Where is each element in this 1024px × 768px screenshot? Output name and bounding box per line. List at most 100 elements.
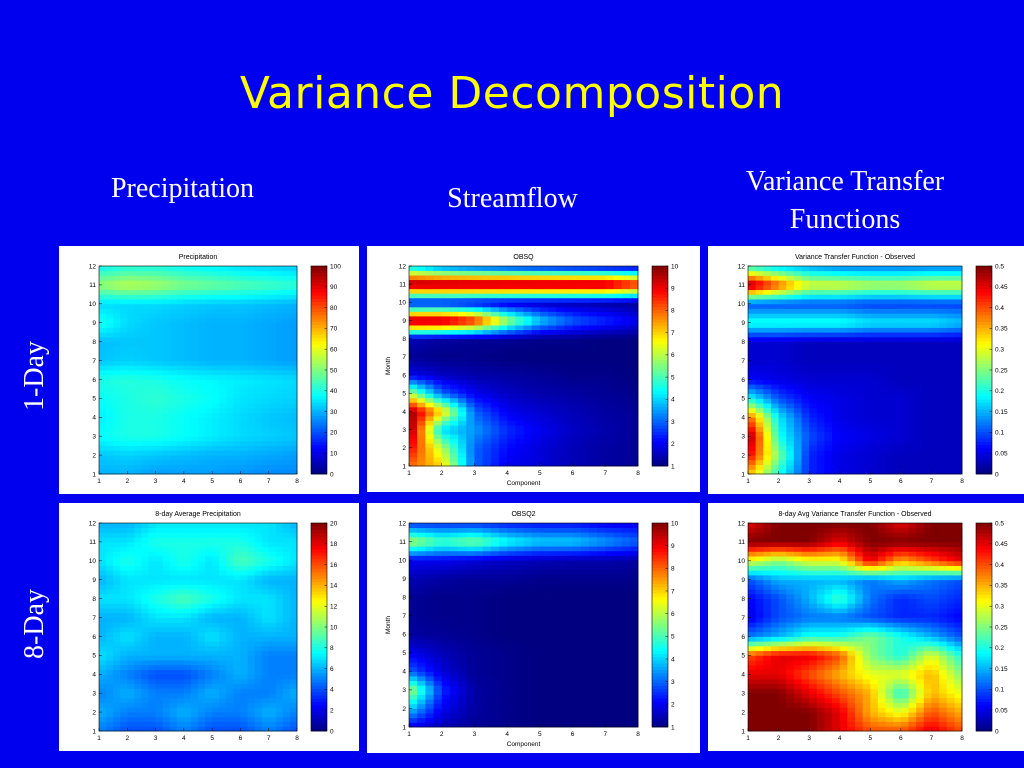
- colorbar-swatch: [652, 419, 668, 423]
- heatmap-cell: [433, 388, 443, 394]
- heatmap-cell: [588, 397, 598, 403]
- heatmap-cell: [282, 636, 291, 642]
- heatmap-cell: [106, 584, 114, 590]
- heatmap-cell: [148, 650, 156, 656]
- heatmap-cell: [900, 455, 909, 461]
- heatmap-cell: [839, 336, 848, 343]
- heatmap-cell: [198, 679, 206, 685]
- heatmap-cell: [99, 693, 107, 699]
- heatmap-cell: [409, 443, 418, 449]
- heatmap-cell: [748, 436, 757, 442]
- colorbar-swatch: [652, 456, 668, 461]
- heatmap-cell: [176, 650, 185, 656]
- heatmap-cell: [580, 270, 590, 276]
- heatmap-cell: [441, 406, 451, 412]
- heatmap-cell: [282, 669, 291, 675]
- heatmap-cell: [908, 270, 917, 276]
- heatmap-cell: [113, 641, 121, 647]
- heatmap-cell: [240, 422, 248, 428]
- heatmap-cell: [572, 416, 582, 421]
- heatmap-cell: [254, 702, 263, 708]
- heatmap-cell: [106, 721, 114, 727]
- heatmap-cell: [839, 393, 848, 399]
- colorbar-swatch: [311, 321, 327, 325]
- heatmap-cell: [515, 306, 524, 312]
- heatmap-cell: [588, 279, 598, 285]
- heatmap-cell: [212, 431, 220, 437]
- colorbar-frame: [651, 265, 669, 467]
- heatmap-cell: [141, 702, 149, 708]
- heatmap-cell: [466, 329, 475, 335]
- heatmap-cell: [580, 447, 590, 453]
- heatmap-cell: [605, 338, 614, 344]
- heatmap-cell: [106, 450, 114, 456]
- heatmap-cell: [127, 384, 135, 390]
- heatmap-cell: [113, 697, 121, 704]
- heatmap-cell: [490, 325, 500, 331]
- heatmap-cell: [613, 288, 623, 294]
- heatmap-cell: [855, 426, 864, 432]
- heatmap-cell: [548, 266, 557, 271]
- heatmap-cell: [839, 407, 848, 413]
- heatmap-cell: [770, 322, 779, 328]
- heatmap-cell: [482, 334, 492, 340]
- heatmap-cell: [597, 284, 606, 290]
- heatmap-cell: [113, 393, 121, 399]
- heatmap-cell: [466, 456, 475, 462]
- heatmap-cell: [141, 627, 149, 633]
- heatmap-cell: [523, 456, 533, 462]
- heatmap-cell: [847, 440, 856, 447]
- heatmap-cell: [205, 655, 213, 661]
- heatmap-cell: [106, 579, 114, 585]
- heatmap-cell: [212, 384, 220, 390]
- heatmap-cell: [548, 338, 557, 344]
- heatmap-cell: [832, 365, 841, 371]
- heatmap-cell: [801, 351, 810, 357]
- heatmap-cell: [148, 617, 156, 623]
- heatmap-cell: [855, 450, 864, 456]
- heatmap-cell: [219, 660, 227, 666]
- heatmap-cell: [134, 426, 142, 432]
- heatmap-cell: [127, 365, 135, 371]
- heatmap-cell: [597, 361, 606, 367]
- heatmap-cell: [162, 303, 171, 309]
- colorbar-swatch: [652, 391, 668, 395]
- heatmap-cell: [254, 669, 263, 675]
- heatmap-cell: [523, 429, 533, 435]
- heatmap-cell: [515, 361, 524, 367]
- heatmap-cell: [441, 366, 451, 371]
- heatmap-cell: [106, 679, 114, 685]
- heatmap-cell: [190, 584, 199, 590]
- heatmap-cell: [816, 384, 825, 390]
- heatmap-cell: [106, 355, 114, 361]
- heatmap-cell: [219, 721, 227, 727]
- heatmap-cell: [212, 641, 220, 647]
- heatmap-cell: [763, 351, 772, 357]
- heatmap-cell: [233, 417, 241, 423]
- heatmap-cell: [141, 346, 149, 352]
- heatmap-cell: [629, 338, 639, 344]
- colorbar-swatch: [311, 344, 327, 348]
- heatmap-cell: [275, 450, 284, 456]
- heatmap-cell: [507, 352, 516, 358]
- heatmap-cell: [212, 299, 220, 305]
- heatmap-cells: [409, 266, 639, 467]
- heatmap-cell: [433, 429, 443, 435]
- heatmap-cell: [113, 289, 121, 295]
- heatmap-cell: [629, 443, 639, 449]
- heatmap-cell: [148, 669, 156, 675]
- heatmap-cell: [770, 398, 779, 404]
- heatmap-cell: [162, 417, 171, 423]
- colorbar-swatch: [311, 292, 327, 296]
- heatmap-cell: [134, 308, 142, 314]
- heatmap-cell: [507, 447, 516, 453]
- heatmap-cell: [190, 440, 199, 447]
- heatmap-cell: [205, 275, 213, 281]
- heatmap-cell: [786, 308, 795, 314]
- heatmap-cell: [183, 450, 192, 456]
- heatmap-cell: [885, 360, 894, 366]
- heatmap-cell: [417, 425, 426, 431]
- heatmap-cell: [134, 436, 142, 442]
- heatmap-cell: [778, 332, 787, 338]
- heatmap-cell: [275, 459, 284, 465]
